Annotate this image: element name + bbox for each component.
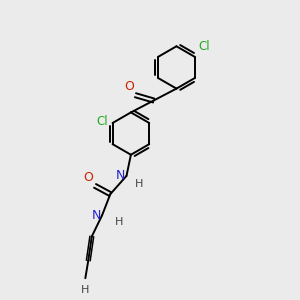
Text: H: H — [135, 179, 144, 189]
Text: H: H — [81, 285, 89, 295]
Text: O: O — [84, 171, 94, 184]
Text: N: N — [116, 169, 125, 182]
Text: O: O — [124, 80, 134, 93]
Text: H: H — [115, 217, 124, 227]
Text: Cl: Cl — [97, 115, 108, 128]
Text: Cl: Cl — [199, 40, 210, 53]
Text: N: N — [92, 209, 101, 222]
